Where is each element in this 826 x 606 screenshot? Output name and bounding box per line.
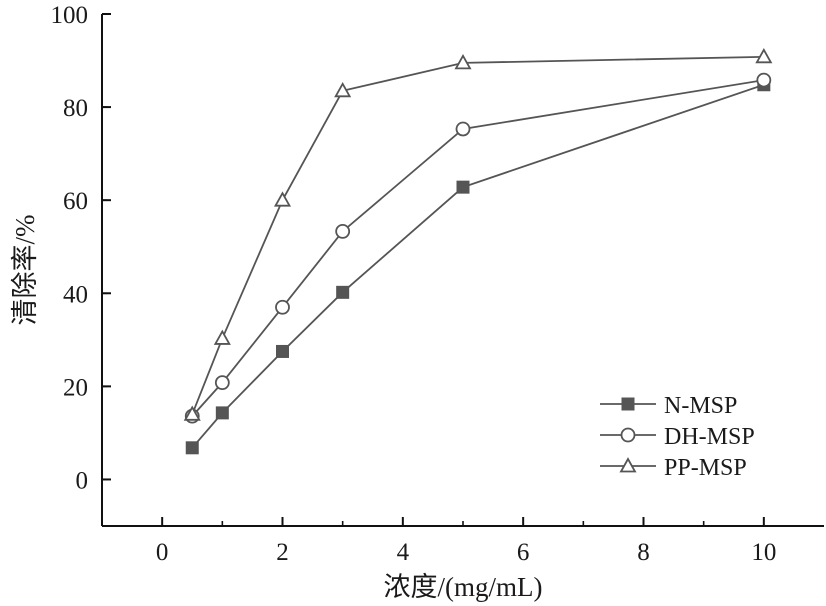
legend-label: DH-MSP [664,424,755,450]
series-pp-msp [183,47,773,421]
x-tick-label: 2 [276,539,289,566]
data-point [456,180,470,194]
y-axis-title: 清除率/% [10,215,40,326]
series-n-msp [185,78,771,455]
series-dh-msp [184,72,772,424]
y-tick-label: 0 [76,467,89,494]
data-point [273,191,292,207]
x-tick-label: 0 [156,539,169,566]
series-line [191,55,764,415]
legend: N-MSP DH-MSP PP-MSP [600,393,755,481]
data-point [215,406,229,420]
y-tick-label: 100 [51,2,89,29]
legend-marker [621,397,635,411]
legend-label: PP-MSP [664,455,747,481]
data-point [276,344,289,358]
data-point [336,285,350,299]
x-tick-label: 4 [397,539,410,566]
data-point [334,81,352,98]
data-point [185,441,199,455]
x-axis-title: 浓度/(mg/mL) [384,572,543,602]
data-point [275,299,290,315]
y-tick-label: 40 [63,281,88,308]
legend-marker [620,427,636,443]
data-point [335,223,351,239]
x-tick-label: 10 [751,539,776,566]
axis-ticks: 0 20 40 60 80 100 0 2 4 6 8 10 [51,2,777,566]
data-point [213,329,231,345]
x-tick-label: 8 [637,539,650,566]
y-tick-label: 20 [63,374,88,401]
data-point [756,72,772,88]
x-tick-label: 6 [517,539,530,566]
legend-label: N-MSP [664,393,737,419]
series-line [191,79,764,417]
data-point [455,121,471,137]
data-point [755,47,773,64]
y-tick-label: 80 [63,95,88,122]
data-point [214,375,230,391]
legend-marker [619,457,637,473]
data-series [183,47,773,455]
data-point [454,54,472,70]
y-tick-label: 60 [63,188,88,215]
data-point [183,405,201,421]
